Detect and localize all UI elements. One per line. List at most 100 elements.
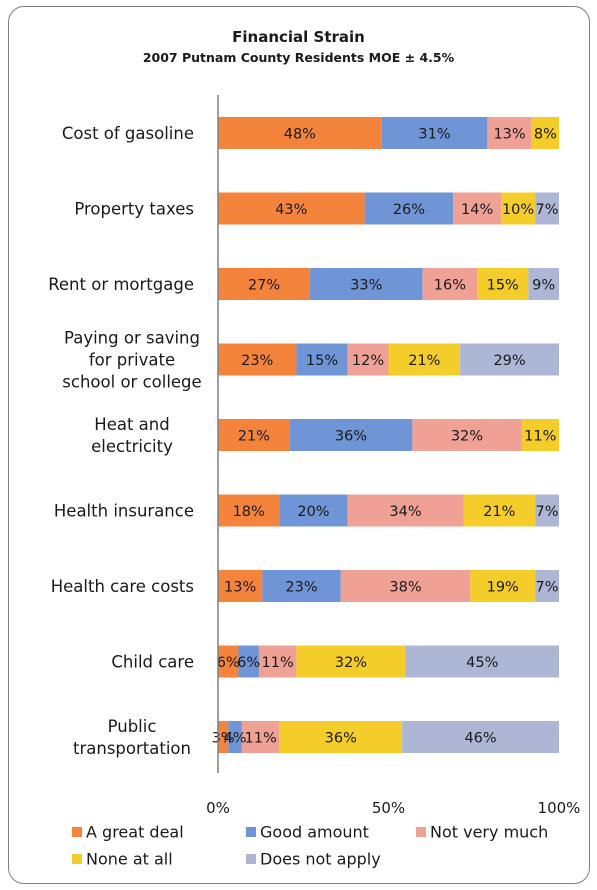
data-label: 29% xyxy=(493,353,525,369)
bar-segment xyxy=(289,419,413,451)
bar-segment xyxy=(218,268,311,300)
bar-segment xyxy=(531,117,559,149)
bar-segment xyxy=(412,419,522,451)
data-label: 26% xyxy=(393,202,425,218)
bar-segment xyxy=(340,570,471,602)
data-label: 18% xyxy=(233,504,265,520)
bar-segment xyxy=(405,645,559,678)
legend-label: Good amount xyxy=(260,823,369,842)
data-label: 15% xyxy=(487,278,519,294)
data-label: 10% xyxy=(502,202,534,218)
bar-segment xyxy=(347,343,389,376)
category-label: Cost of gasoline xyxy=(62,124,194,143)
data-label: 23% xyxy=(241,353,273,369)
category-label-line: school or college xyxy=(62,373,201,392)
category-label-line: Public xyxy=(108,717,157,736)
category-label: Heat and electricity xyxy=(91,415,173,456)
data-label: 7% xyxy=(536,202,559,218)
bar-segment xyxy=(218,570,263,602)
bar-segment xyxy=(535,192,559,225)
legend-label: None at all xyxy=(86,850,173,869)
category-label-line: Rent or mortgage xyxy=(48,275,194,294)
category-labels-layer: Cost of gasoline Property taxes Rent or mo… xyxy=(48,124,202,758)
bar-segment xyxy=(521,419,559,451)
data-label: 23% xyxy=(285,580,317,596)
bar-segment xyxy=(501,192,536,225)
data-label: 16% xyxy=(434,278,466,294)
legend-swatch xyxy=(416,827,426,837)
legend-swatch xyxy=(246,827,256,837)
data-label: 4% xyxy=(224,731,247,747)
data-label: 8% xyxy=(534,127,557,143)
data-label: 21% xyxy=(408,353,440,369)
data-label: 43% xyxy=(275,202,307,218)
bars-layer xyxy=(218,117,559,753)
bar-segment xyxy=(470,570,536,602)
bar-segment xyxy=(528,268,559,300)
bar-segment xyxy=(279,721,403,753)
data-label: 6% xyxy=(217,655,240,671)
bar-segment xyxy=(402,721,559,753)
bar-segment xyxy=(477,268,529,300)
legend-label: A great deal xyxy=(86,823,184,842)
bar-segment xyxy=(535,494,559,527)
data-label: 6% xyxy=(237,655,260,671)
data-label: 32% xyxy=(451,429,483,445)
data-label: 45% xyxy=(466,655,498,671)
data-label: 11% xyxy=(262,655,294,671)
bar-segment xyxy=(364,192,454,225)
bar-segment xyxy=(460,343,559,376)
bar-segment xyxy=(218,117,382,149)
category-label: Public transportation xyxy=(73,717,191,758)
data-label: 11% xyxy=(245,731,277,747)
bar-segment xyxy=(218,419,290,451)
data-label: 36% xyxy=(335,429,367,445)
legend-swatch xyxy=(72,854,82,864)
value-labels-layer: 48% 31% 13% 8%43% 26% 14% 10% 7%27% 33% 16% 15% 9%2… xyxy=(212,127,559,747)
x-tick-label: 100% xyxy=(538,799,581,817)
bar-segment xyxy=(218,721,229,753)
category-label: Property taxes xyxy=(74,200,194,219)
data-label: 14% xyxy=(461,202,493,218)
bar-segment xyxy=(487,117,532,149)
category-label-line: Child care xyxy=(111,653,194,672)
data-label: 21% xyxy=(238,429,270,445)
category-label: Health care costs xyxy=(51,577,194,596)
chart-frame xyxy=(8,6,590,884)
bar-segment xyxy=(310,268,423,300)
bar-segment xyxy=(453,192,502,225)
bar-segment xyxy=(296,343,348,376)
data-label: 9% xyxy=(532,278,555,294)
category-label: Health insurance xyxy=(54,502,194,521)
category-label-line: Paying or saving xyxy=(64,329,200,348)
data-label: 12% xyxy=(352,353,384,369)
bar-segment xyxy=(218,343,297,376)
x-tick-label: 0% xyxy=(206,799,230,817)
data-label: 27% xyxy=(248,278,280,294)
bar-segment xyxy=(388,343,461,376)
category-label-line: electricity xyxy=(91,437,173,456)
data-label: 32% xyxy=(335,655,367,671)
data-label: 36% xyxy=(325,731,357,747)
category-label-line: Property taxes xyxy=(74,200,194,219)
x-tick-labels-layer: 0% 50% 100% xyxy=(206,799,580,817)
data-label: 11% xyxy=(524,429,556,445)
data-label: 13% xyxy=(493,127,525,143)
bar-segment xyxy=(218,494,280,527)
category-label-line: Health insurance xyxy=(54,502,194,521)
data-label: 19% xyxy=(487,580,519,596)
chart-title: Financial Strain xyxy=(232,28,365,46)
legend: A great deal Good amount Not very much None… xyxy=(72,823,548,869)
category-label-line: Health care costs xyxy=(51,577,194,596)
bar-segment xyxy=(535,570,559,602)
data-label: 7% xyxy=(536,504,559,520)
bar-segment xyxy=(381,117,488,149)
bar-segment xyxy=(241,721,280,753)
category-label-line: Cost of gasoline xyxy=(62,124,194,143)
data-label: 48% xyxy=(284,127,316,143)
bar-segment xyxy=(422,268,478,300)
bar-segment xyxy=(279,494,348,527)
bar-segment xyxy=(218,192,365,225)
data-label: 46% xyxy=(464,731,496,747)
